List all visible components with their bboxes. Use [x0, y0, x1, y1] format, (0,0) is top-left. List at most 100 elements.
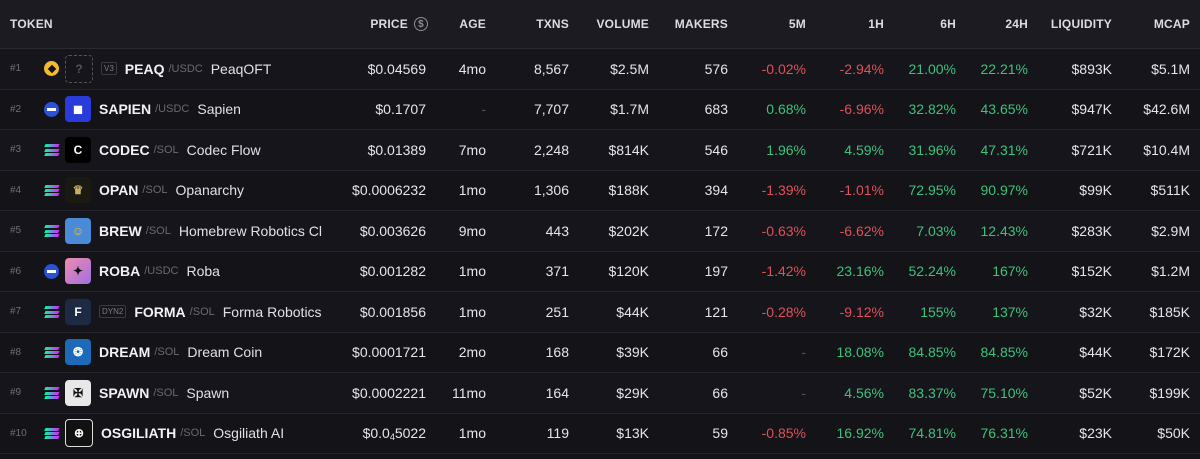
table-row[interactable]: #10 ⊕ OSGILIATH /SOL Osgiliath AI $0.045… [0, 414, 1200, 454]
price-value: $0.0002221 [352, 384, 426, 401]
change-6h-cell: 84.85% [908, 344, 956, 361]
table-row[interactable]: #5 ☺ BREW /SOL Homebrew Robotics Club $0… [0, 211, 1200, 252]
table-row[interactable]: #3 C CODEC /SOL Codec Flow $0.01389 7mo … [0, 130, 1200, 171]
txns-cell: 371 [545, 263, 569, 280]
price-zero-count: 4 [389, 431, 395, 442]
token-name: Dream Coin [187, 344, 263, 361]
spawn-logo-icon: ✠ [65, 379, 91, 406]
change-5m-cell: -0.02% [761, 60, 806, 77]
header-5m[interactable]: 5M [788, 17, 806, 31]
liquidity-cell: $32K [1079, 303, 1112, 320]
header-liquidity[interactable]: LIQUIDITY [1050, 17, 1112, 31]
token-cell[interactable]: #8 ❂ DREAM /SOL Dream Coin [0, 339, 322, 366]
header-age[interactable]: AGE [459, 17, 486, 31]
table-row[interactable]: #8 ❂ DREAM /SOL Dream Coin $0.0001721 2m… [0, 333, 1200, 373]
token-cell[interactable]: #1 ? V3 PEAQ /USDC PeaqOFT [0, 54, 322, 83]
quote-pair: /SOL [142, 184, 168, 197]
liquidity-cell: $23K [1079, 425, 1112, 442]
rank-label: #9 [10, 387, 22, 399]
header-token[interactable]: TOKEN [10, 17, 53, 31]
change-6h-cell: 52.24% [908, 263, 956, 280]
token-name: Homebrew Robotics Club [178, 222, 322, 239]
change-1h-cell: 16.92% [836, 425, 884, 442]
makers-cell: 394 [704, 182, 728, 199]
quote-pair: /SOL [153, 143, 179, 156]
dex-version-badge: V3 [101, 62, 117, 76]
header-mcap[interactable]: MCAP [1153, 17, 1190, 31]
token-cell[interactable]: #2 ◼ SAPIEN /USDC Sapien [0, 96, 322, 123]
mcap-cell: $2.9M [1151, 222, 1190, 239]
token-cell[interactable]: #7 F DYN2 FORMA /SOL Forma Robotics [0, 298, 322, 325]
rank-label: #10 [10, 427, 27, 439]
header-makers[interactable]: MAKERS [674, 17, 728, 31]
change-6h-cell: 32.82% [908, 101, 956, 118]
forma-logo-icon: F [65, 298, 91, 325]
mcap-cell: $50K [1157, 425, 1190, 442]
osgiliath-logo-icon: ⊕ [65, 419, 93, 448]
age-cell: - [481, 101, 486, 118]
change-1h-cell: -6.96% [839, 101, 884, 118]
dollar-circle-icon[interactable]: $ [414, 17, 428, 31]
makers-cell: 66 [712, 384, 728, 401]
dex-version-badge: DYN2 [99, 305, 127, 319]
change-24h-cell: 43.65% [980, 101, 1028, 118]
token-cell[interactable]: #4 ♛ OPAN /SOL Opanarchy [0, 177, 322, 204]
change-6h-cell: 31.96% [908, 141, 956, 158]
token-cell[interactable]: #5 ☺ BREW /SOL Homebrew Robotics Club [0, 217, 322, 244]
mcap-cell: $511K [1150, 182, 1190, 199]
volume-cell: $2.5M [610, 60, 649, 77]
price-value: $0.01389 [367, 141, 426, 158]
token-cell[interactable]: #6 ✦ ROBA /USDC Roba [0, 258, 322, 285]
change-6h-cell: 74.81% [908, 425, 956, 442]
makers-cell: 172 [704, 222, 728, 239]
table-row[interactable]: #4 ♛ OPAN /SOL Opanarchy $0.0006232 1mo … [0, 171, 1200, 211]
volume-cell: $39K [616, 344, 649, 361]
table-row[interactable]: #1 ? V3 PEAQ /USDC PeaqOFT $0.04569 4mo … [0, 49, 1200, 90]
token-cell[interactable]: #9 ✠ SPAWN /SOL Spawn [0, 379, 322, 406]
price-value: $0.001856 [359, 303, 426, 320]
header-24h[interactable]: 24H [1005, 17, 1028, 31]
header-6h[interactable]: 6H [940, 17, 956, 31]
header-1h[interactable]: 1H [868, 17, 884, 31]
change-24h-cell: 12.43% [980, 222, 1028, 239]
liquidity-cell: $947K [1071, 101, 1112, 118]
makers-cell: 66 [712, 344, 728, 361]
table-row[interactable]: #6 ✦ ROBA /USDC Roba $0.001282 1mo 371 $… [0, 252, 1200, 292]
makers-cell: 197 [704, 263, 728, 280]
txns-cell: 7,707 [533, 101, 569, 118]
change-1h-cell: 23.16% [836, 263, 884, 280]
change-1h-cell: 18.08% [836, 344, 884, 361]
txns-cell: 443 [545, 222, 569, 239]
roba-logo-icon: ✦ [65, 258, 91, 285]
makers-cell: 683 [704, 101, 728, 118]
change-6h-cell: 21.00% [908, 60, 956, 77]
change-5m-cell: -0.85% [761, 425, 806, 442]
codec-logo-icon: C [65, 136, 91, 163]
liquidity-cell: $99K [1079, 182, 1112, 199]
volume-cell: $188K [608, 182, 649, 199]
token-cell[interactable]: #10 ⊕ OSGILIATH /SOL Osgiliath AI [0, 419, 322, 448]
token-symbol: CODEC [99, 141, 150, 158]
table-row[interactable]: #7 F DYN2 FORMA /SOL Forma Robotics $0.0… [0, 292, 1200, 333]
quote-pair: /SOL [189, 305, 215, 318]
change-1h-cell: -1.01% [839, 182, 884, 199]
liquidity-cell: $44K [1079, 344, 1112, 361]
price-suffix: 5022 [394, 424, 426, 441]
txns-cell: 8,567 [533, 60, 569, 77]
change-5m-cell: - [801, 344, 806, 361]
change-1h-cell: 4.56% [844, 384, 884, 401]
token-symbol: OSGILIATH [101, 425, 177, 442]
age-cell: 2mo [458, 344, 486, 361]
table-row[interactable]: #2 ◼ SAPIEN /USDC Sapien $0.1707 - 7,707… [0, 90, 1200, 130]
table-row[interactable]: #9 ✠ SPAWN /SOL Spawn $0.0002221 11mo 16… [0, 373, 1200, 414]
price-cell: $0.0002221 [322, 385, 430, 401]
header-volume[interactable]: VOLUME [596, 17, 649, 31]
token-cell[interactable]: #3 C CODEC /SOL Codec Flow [0, 136, 322, 163]
change-24h-cell: 47.31% [980, 141, 1028, 158]
age-cell: 1mo [458, 303, 486, 320]
header-price[interactable]: PRICE $ [322, 17, 430, 31]
change-1h-cell: -6.62% [839, 222, 884, 239]
rank-label: #5 [10, 225, 22, 237]
makers-cell: 576 [704, 60, 728, 77]
header-txns[interactable]: TXNS [536, 17, 569, 31]
